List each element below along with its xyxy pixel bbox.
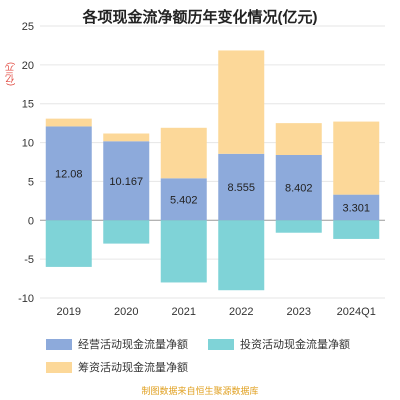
bar-financing xyxy=(45,118,92,127)
legend: 经营活动现金流量净额 投资活动现金流量净额 筹资活动现金流量净额 xyxy=(0,330,400,380)
bar-investing xyxy=(218,220,265,291)
bar-operating xyxy=(218,153,265,221)
legend-label-financing: 筹资活动现金流量净额 xyxy=(78,362,188,374)
bar-investing xyxy=(103,220,150,244)
x-tick-label: 2019 xyxy=(57,306,81,318)
bar-financing xyxy=(218,50,265,154)
bar-operating xyxy=(275,154,322,221)
y-tick-label: 20 xyxy=(22,60,34,72)
y-tick-label: 25 xyxy=(22,21,34,33)
x-tick-label: 2023 xyxy=(287,306,311,318)
y-tick-label: -5 xyxy=(24,254,34,266)
legend-swatch-investing xyxy=(208,338,234,350)
bar-operating xyxy=(45,126,92,221)
x-tick-label: 2020 xyxy=(114,306,138,318)
legend-item-investing: 投资活动现金流量净额 xyxy=(208,336,350,352)
bar-financing xyxy=(333,121,380,195)
bar-financing xyxy=(103,133,150,142)
data-label-operating: 3.301 xyxy=(342,202,370,214)
x-tick-label: 2022 xyxy=(229,306,253,318)
bar-investing xyxy=(275,220,322,233)
legend-item-operating: 经营活动现金流量净额 xyxy=(46,336,188,352)
y-tick-label: 15 xyxy=(22,99,34,111)
legend-label-investing: 投资活动现金流量净额 xyxy=(240,339,350,351)
legend-swatch-operating xyxy=(46,338,72,350)
bar-operating xyxy=(160,178,207,221)
data-label-operating: 5.402 xyxy=(170,194,198,206)
legend-label-operating: 经营活动现金流量净额 xyxy=(78,339,188,351)
y-tick-label: -10 xyxy=(18,293,34,305)
data-label-operating: 10.167 xyxy=(109,176,143,188)
bar-operating xyxy=(333,194,380,221)
y-tick-label: 10 xyxy=(22,138,34,150)
bar-financing xyxy=(275,123,322,155)
y-tick-label: 0 xyxy=(28,215,34,227)
bar-financing xyxy=(160,127,207,179)
source-footer: 制图数据来自恒生聚源数据库 xyxy=(141,386,259,396)
bar-investing xyxy=(160,220,207,283)
data-label-operating: 12.08 xyxy=(55,168,83,180)
bar-investing xyxy=(45,220,92,267)
x-tick-label: 2021 xyxy=(172,306,196,318)
cash-flow-chart: -10 -5 0 5 10 15 20 25 12.08 2019 10.167 2020 5.402 2… xyxy=(18,21,385,318)
x-tick-label: 2024Q1 xyxy=(337,306,376,318)
bar-investing xyxy=(333,220,380,239)
data-label-operating: 8.402 xyxy=(285,183,313,195)
legend-swatch-financing xyxy=(46,361,72,373)
data-label-operating: 8.555 xyxy=(227,182,255,194)
legend-item-financing: 筹资活动现金流量净额 xyxy=(46,359,188,375)
y-tick-label: 5 xyxy=(28,176,34,188)
chart-title: 各项现金流净额历年变化情况(亿元) xyxy=(82,9,318,26)
bar-operating xyxy=(103,141,150,221)
